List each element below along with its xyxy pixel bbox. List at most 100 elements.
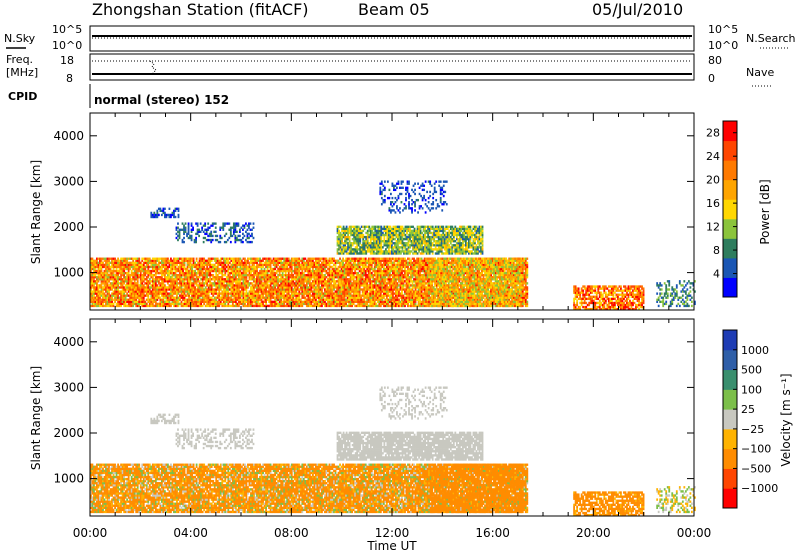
power-cell [196, 274, 198, 276]
power-cell [387, 292, 389, 294]
power-cell [117, 294, 119, 296]
power-cell [374, 301, 376, 303]
power-cell [372, 276, 374, 278]
power-cell [209, 262, 211, 264]
power-cell [256, 268, 258, 270]
power-cell [147, 284, 149, 286]
power-cell [431, 284, 433, 286]
power-cell [419, 299, 421, 301]
power-cell [306, 284, 308, 286]
power-cell [95, 268, 97, 270]
power-cell [196, 260, 198, 262]
power-cell [170, 305, 172, 307]
power-cell [176, 264, 178, 266]
power-cell [181, 276, 183, 278]
power-cell [262, 303, 264, 305]
power-cell [365, 264, 367, 266]
power-cell [196, 258, 198, 260]
power-cell [166, 290, 168, 292]
power-cell [155, 262, 157, 264]
power-cell [125, 297, 127, 299]
power-cell [144, 274, 146, 276]
power-cell [123, 274, 125, 276]
power-cell [403, 294, 405, 296]
radar-summary-plot: Zhongshan Station (fitACF) Beam 05 05/Ju… [0, 0, 800, 554]
power-cell [321, 288, 323, 290]
power-cell [421, 258, 423, 260]
power-cell [156, 299, 158, 301]
power-cell [298, 297, 300, 299]
freq-tick-high: 18 [60, 54, 74, 67]
power-cell [108, 290, 110, 292]
power-cell [326, 276, 328, 278]
power-cell [172, 294, 174, 296]
date-label: 05/Jul/2010 [592, 0, 683, 19]
power-cell [239, 280, 241, 282]
power-cell [215, 299, 217, 301]
power-cell [312, 268, 314, 270]
power-cell [190, 280, 192, 282]
power-cell [326, 258, 328, 260]
power-cell [203, 284, 205, 286]
power-cell [315, 299, 317, 301]
power-cell [224, 272, 226, 274]
power-cell [113, 305, 115, 307]
power-cell [384, 280, 386, 282]
power-cell [155, 282, 157, 284]
power-cell [326, 270, 328, 272]
power-cell [93, 294, 95, 296]
nsky-label: N.Sky [4, 32, 36, 45]
power-cell [389, 272, 391, 274]
power-cell [199, 276, 201, 278]
power-cell [111, 288, 113, 290]
power-cell [178, 292, 180, 294]
power-cell [409, 258, 411, 260]
power-cell [194, 262, 196, 264]
power-cell [218, 294, 220, 296]
power-cell [292, 280, 294, 282]
power-cell [351, 270, 353, 272]
power-cell [202, 280, 204, 282]
power-cell [239, 258, 241, 260]
power-cell [330, 282, 332, 284]
power-cell [369, 278, 371, 280]
power-cell [117, 284, 119, 286]
power-cell [288, 272, 290, 274]
power-cell [98, 288, 100, 290]
power-cell [117, 274, 119, 276]
power-cell [128, 272, 130, 274]
power-cell [261, 268, 263, 270]
power-cell [401, 268, 403, 270]
power-cell [394, 262, 396, 264]
power-cell [342, 262, 344, 264]
power-cell [182, 270, 184, 272]
power-cell [259, 258, 261, 260]
power-cell [117, 288, 119, 290]
nsearch-tick-low: 10^0 [708, 39, 738, 52]
power-cell [277, 264, 279, 266]
power-cell [158, 294, 160, 296]
power-cell [235, 301, 237, 303]
power-cell [395, 280, 397, 282]
power-cell [184, 297, 186, 299]
power-cell [342, 258, 344, 260]
power-cell [101, 270, 103, 272]
power-cell [167, 258, 169, 260]
power-cell [397, 282, 399, 284]
power-cell [184, 280, 186, 282]
power-cell [224, 268, 226, 270]
power-cell [140, 272, 142, 274]
power-cell [261, 299, 263, 301]
power-cell [218, 290, 220, 292]
power-cell [250, 272, 252, 274]
power-cell [108, 260, 110, 262]
power-cell [147, 276, 149, 278]
power-cell [120, 305, 122, 307]
power-cell [262, 266, 264, 268]
power-cell [188, 294, 190, 296]
power-cell [380, 268, 382, 270]
power-cell [206, 266, 208, 268]
power-cell [359, 292, 361, 294]
power-cell [262, 260, 264, 262]
power-cell [102, 262, 104, 264]
